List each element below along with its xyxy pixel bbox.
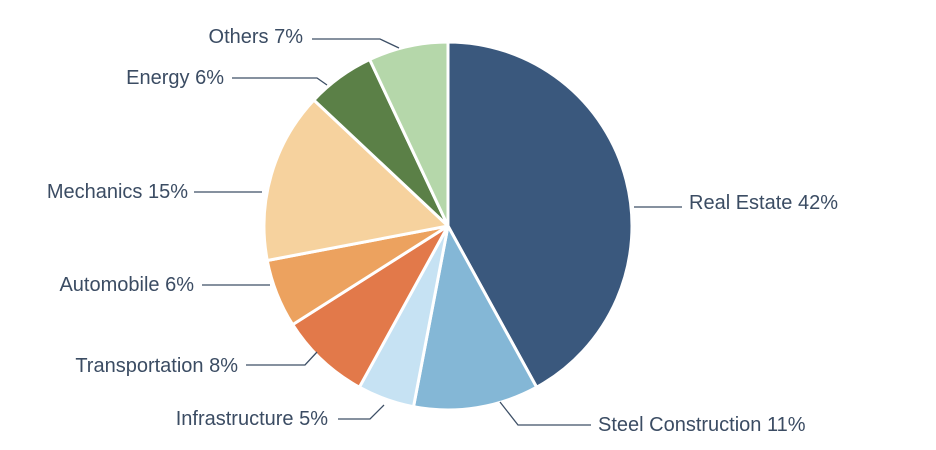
- slice-label-transportation: Transportation 8%: [75, 355, 238, 377]
- pie-slice-mechanics: [262, 98, 450, 262]
- slice-label-energy: Energy 6%: [126, 67, 224, 89]
- slice-label-mechanics: Mechanics 15%: [47, 181, 188, 203]
- leader-line-steel-construction: [499, 401, 591, 426]
- leader-lines-layer: [194, 38, 682, 426]
- pie-slice-others: [368, 40, 450, 228]
- labels-layer: Real Estate 42% Steel Construction 11% Inf…: [47, 26, 838, 436]
- slices-layer: [262, 40, 634, 412]
- slice-label-infrastructure: Infrastructure 5%: [176, 408, 329, 430]
- slice-label-automobile: Automobile 6%: [59, 274, 194, 296]
- pie-slice-steel-construction: [412, 224, 539, 412]
- leader-line-transportation: [246, 351, 318, 366]
- pie-slice-transportation: [291, 224, 450, 389]
- slice-label-others: Others 7%: [209, 26, 304, 48]
- leader-line-infrastructure: [338, 404, 385, 420]
- slice-label-steel-construction: Steel Construction 11%: [598, 414, 806, 436]
- leader-line-energy: [232, 77, 328, 86]
- leader-line-others: [312, 38, 400, 49]
- pie-slice-real-estate: [446, 40, 634, 389]
- slice-label-real-estate: Real Estate 42%: [689, 192, 838, 214]
